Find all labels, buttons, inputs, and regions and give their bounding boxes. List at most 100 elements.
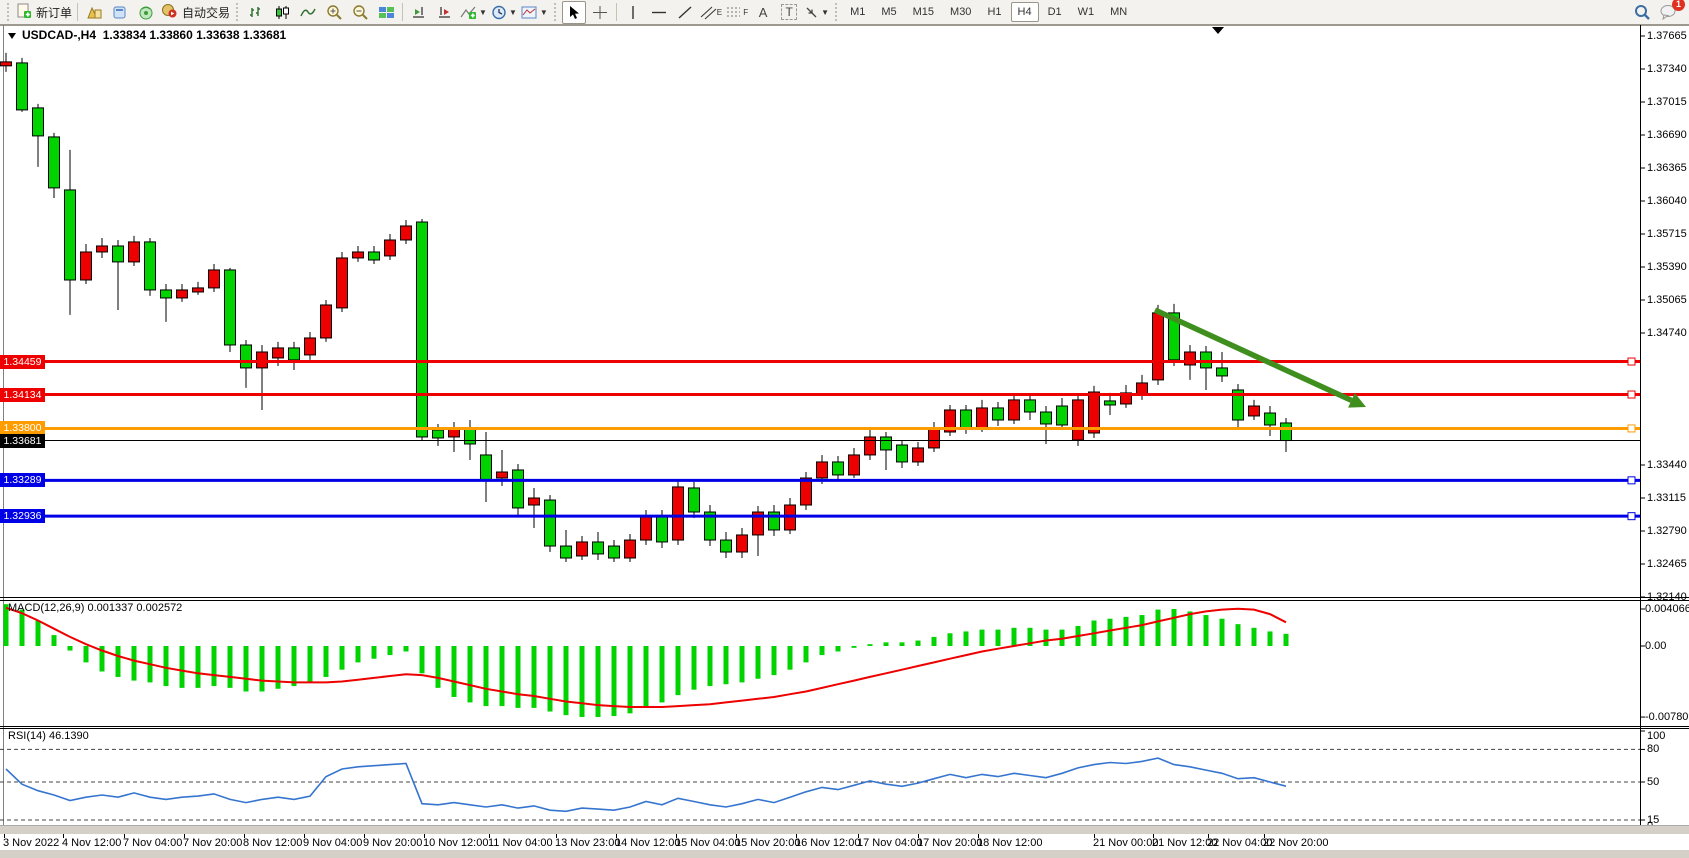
chart-shift-marker[interactable]: [1212, 27, 1224, 34]
toolbar-separator: [402, 3, 404, 21]
bid-price-badge: 1.33681: [0, 433, 45, 448]
data-window-icon[interactable]: [108, 1, 132, 24]
crosshair-icon[interactable]: [588, 1, 612, 24]
bar-chart-icon[interactable]: [244, 1, 268, 24]
date-tick: 15 Nov 20:00: [735, 837, 801, 849]
rsi-line: [5, 757, 1287, 813]
date-tick: 16 Nov 12:00: [795, 837, 861, 849]
price-tick: 1.34740: [1647, 326, 1687, 339]
timeframe-M30[interactable]: M30: [950, 6, 972, 18]
rsi-label: RSI(14) 46.1390: [8, 730, 89, 742]
timeframe-M5[interactable]: M5: [881, 6, 897, 18]
rsi-tick: 80: [1647, 743, 1660, 756]
level-handle[interactable]: [1627, 390, 1636, 399]
signals-icon[interactable]: [134, 1, 158, 24]
chevron-down-icon: ▼: [539, 7, 548, 17]
price-tick: 1.36690: [1647, 128, 1687, 141]
rsi-tick: 100: [1647, 730, 1666, 742]
notifications-button[interactable]: 1: [1656, 0, 1685, 24]
search-icon[interactable]: [1630, 1, 1654, 24]
line-chart-icon[interactable]: [296, 1, 320, 24]
text-label-icon[interactable]: T: [777, 1, 801, 24]
timeframe-MN[interactable]: MN: [1110, 6, 1128, 18]
date-tick: 14 Nov 12:00: [615, 837, 681, 849]
auto-trading-icon: [161, 3, 178, 21]
timeframe-M15[interactable]: M15: [912, 6, 935, 18]
level-handle[interactable]: [1627, 476, 1636, 485]
chart-shift-icon[interactable]: [433, 1, 457, 24]
timeframe-W1[interactable]: W1: [1077, 6, 1095, 18]
periods-button[interactable]: ▼: [490, 1, 518, 24]
notification-badge: 1: [1672, 0, 1685, 11]
timeframe-H1[interactable]: H1: [987, 6, 1002, 18]
arrows-shapes-button[interactable]: ▼: [803, 1, 830, 24]
rsi-tick: 15: [1647, 814, 1660, 826]
date-tick: 17 Nov 04:00: [857, 837, 923, 849]
fibonacci-icon[interactable]: F: [727, 7, 749, 17]
indicators-button[interactable]: ▼: [459, 1, 488, 24]
price-tick: 1.35390: [1647, 260, 1687, 273]
templates-button[interactable]: ▼: [520, 1, 549, 24]
rsi-tick: 50: [1647, 776, 1660, 788]
price-tick: 1.35065: [1647, 293, 1687, 306]
chart-canvas[interactable]: [0, 25, 1689, 858]
date-tick: 3 Nov 2022: [3, 837, 60, 849]
price-tick: 1.32465: [1647, 557, 1687, 570]
timeframe-M1[interactable]: M1: [850, 6, 866, 18]
chart-window[interactable]: USDCAD-,H4 1.33834 1.33860 1.33638 1.336…: [0, 25, 1689, 850]
toolbar-grip[interactable]: [6, 3, 11, 21]
chevron-down-icon: ▼: [821, 7, 830, 17]
new-order-button[interactable]: 新订单: [15, 1, 73, 24]
price-tick: 1.32790: [1647, 524, 1687, 537]
vertical-line-icon[interactable]: [621, 1, 645, 24]
date-tick: 9 Nov 20:00: [363, 837, 423, 849]
toolbar-grip[interactable]: [552, 3, 558, 21]
toolbar-separator: [615, 3, 617, 21]
price-tick: 1.37340: [1647, 62, 1687, 75]
price-level-badge: 1.34134: [0, 387, 45, 402]
level-handle[interactable]: [1627, 424, 1636, 433]
auto-trading-button[interactable]: 自动交易: [160, 1, 231, 24]
chart-ohlc: 1.33834 1.33860 1.33638 1.33681: [102, 28, 287, 42]
chevron-down-icon: ▼: [479, 7, 487, 17]
candles: [0, 52, 1292, 562]
horizontal-line-icon[interactable]: [647, 1, 671, 24]
auto-scroll-icon[interactable]: [407, 1, 431, 24]
macd-tick: 0.00: [1645, 640, 1667, 652]
toolbar-grip[interactable]: [834, 3, 840, 21]
cursor-icon[interactable]: [561, 0, 586, 24]
price-level-badge: 1.32936: [0, 509, 45, 524]
timeframe-H4[interactable]: H4: [1010, 2, 1039, 22]
date-tick: 17 Nov 20:00: [917, 837, 983, 849]
trend-arrow[interactable]: [1153, 307, 1366, 408]
date-tick: 22 Nov 04:00: [1207, 837, 1273, 849]
price-tick: 1.37015: [1647, 95, 1687, 108]
equidistant-channel-icon[interactable]: E: [699, 1, 723, 24]
date-tick: 11 Nov 04:00: [488, 837, 553, 849]
price-tick: 1.36040: [1647, 194, 1687, 207]
date-tick: 13 Nov 23:00: [555, 837, 621, 849]
trendline-icon[interactable]: [673, 1, 697, 24]
chart-dropdown-icon[interactable]: [8, 33, 16, 39]
new-order-icon: [16, 3, 32, 22]
text-icon[interactable]: A: [758, 4, 768, 20]
rsi-panel: [0, 748, 1640, 821]
price-level-badge: 1.33800: [0, 421, 45, 436]
main-toolbar: 新订单 自动交易: [0, 0, 1689, 25]
candlestick-chart-icon[interactable]: [270, 1, 294, 24]
level-handle[interactable]: [1627, 357, 1636, 366]
zoom-in-icon[interactable]: [322, 1, 346, 24]
zoom-out-icon[interactable]: [348, 1, 372, 24]
level-handle[interactable]: [1627, 512, 1636, 521]
date-tick: 10 Nov 12:00: [423, 837, 489, 849]
date-tick: 15 Nov 04:00: [675, 837, 741, 849]
market-watch-icon[interactable]: [82, 1, 106, 24]
macd-label: MACD(12,26,9) 0.001337 0.002572: [8, 602, 183, 614]
timeframe-bar: M1 M5 M15 M30 H1 H4 D1 W1 MN: [842, 2, 1135, 22]
macd-tick: 0.004066: [1645, 602, 1689, 615]
price-tick: 1.33115: [1647, 491, 1686, 504]
toolbar-separator: [77, 3, 79, 21]
toolbar-grip[interactable]: [235, 3, 241, 21]
tile-windows-icon[interactable]: [374, 1, 398, 24]
timeframe-D1[interactable]: D1: [1047, 6, 1062, 18]
